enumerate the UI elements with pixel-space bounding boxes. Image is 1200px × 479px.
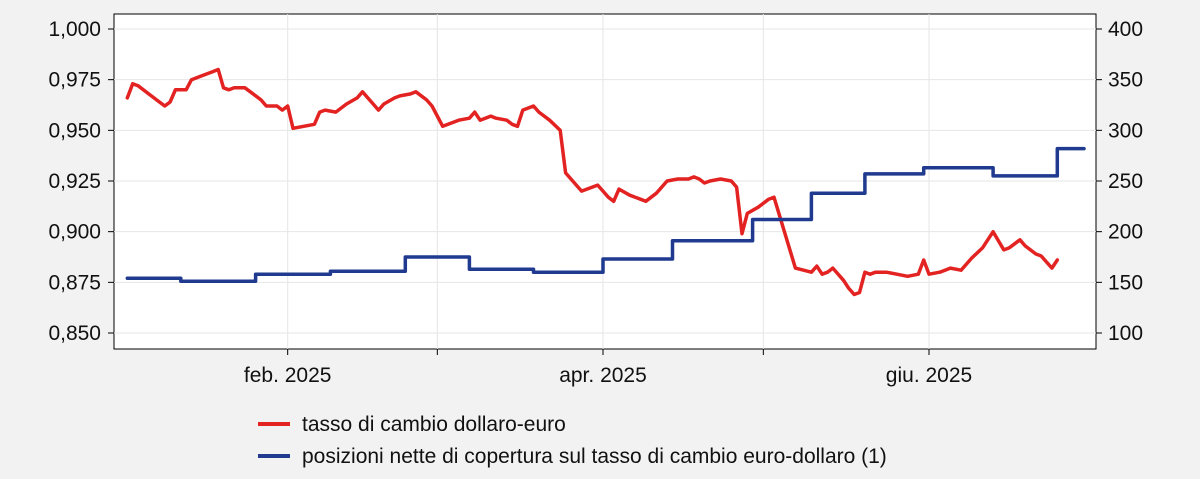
legend-label-1: posizioni nette di copertura sul tasso d… <box>302 445 887 468</box>
legend-label-0: tasso di cambio dollaro-euro <box>302 413 566 436</box>
right-tick-label: 150 <box>1108 271 1143 294</box>
legend: tasso di cambio dollaro-euro posizioni ne… <box>258 413 887 468</box>
right-axis: 400 350 300 250 200 150 100 <box>1096 18 1143 345</box>
x-tick-label: apr. 2025 <box>559 364 647 387</box>
left-tick-label: 0,975 <box>48 69 101 92</box>
left-tick-label: 1,000 <box>48 18 101 41</box>
gridlines <box>114 14 1096 349</box>
left-tick-label: 0,950 <box>48 119 101 142</box>
right-tick-label: 200 <box>1108 221 1143 244</box>
series-line-0 <box>125 67 1060 297</box>
right-tick-label: 300 <box>1108 119 1143 142</box>
series-lines <box>125 67 1086 297</box>
x-axis: feb. 2025 apr. 2025 giu. 2025 <box>244 349 972 387</box>
x-tick-label: giu. 2025 <box>886 364 972 387</box>
right-tick-label: 250 <box>1108 170 1143 193</box>
left-tick-label: 0,850 <box>48 322 101 345</box>
left-tick-label: 0,925 <box>48 170 101 193</box>
left-axis: 1,000 0,975 0,950 0,925 0,900 0,875 0,850 <box>48 18 114 345</box>
series-line-1 <box>125 146 1086 284</box>
x-tick-label: feb. 2025 <box>244 364 332 387</box>
right-tick-label: 100 <box>1108 322 1143 345</box>
left-tick-label: 0,900 <box>48 221 101 244</box>
right-tick-label: 400 <box>1108 18 1143 41</box>
right-tick-label: 350 <box>1108 69 1143 92</box>
left-tick-label: 0,875 <box>48 271 101 294</box>
